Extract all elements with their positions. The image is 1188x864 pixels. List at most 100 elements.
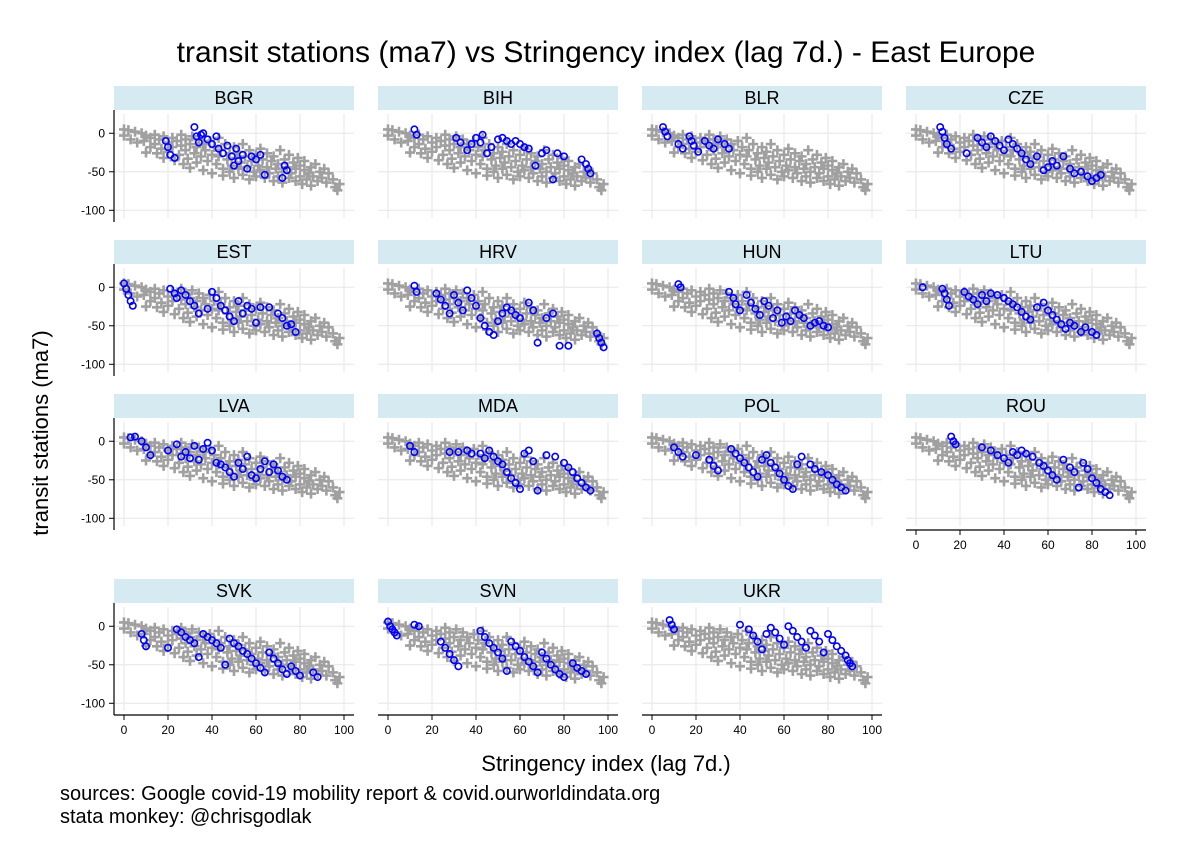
country-point <box>548 175 557 184</box>
country-point <box>947 144 956 153</box>
country-point <box>194 309 203 318</box>
background-point <box>658 280 668 291</box>
background-point <box>950 285 961 296</box>
background-point <box>1126 487 1137 498</box>
background-point <box>805 485 816 496</box>
background-point <box>405 455 415 466</box>
country-point <box>256 464 265 473</box>
country-point <box>502 468 511 477</box>
country-point <box>208 140 217 149</box>
background-point <box>541 331 552 342</box>
background-point <box>396 445 407 456</box>
background-point <box>218 170 228 181</box>
background-point <box>911 284 921 295</box>
country-point <box>705 455 714 464</box>
background-point <box>1084 306 1095 317</box>
country-point <box>463 146 472 155</box>
footnote-author: stata monkey: @chrisgodlak <box>60 806 313 828</box>
background-point <box>765 323 776 334</box>
background-point <box>178 652 189 663</box>
background-point <box>211 313 222 324</box>
background-point <box>515 171 525 182</box>
country-point <box>819 648 828 657</box>
background-point <box>169 648 180 659</box>
background-point <box>198 165 209 176</box>
background-point <box>1124 339 1135 350</box>
background-point <box>977 470 987 481</box>
background-point <box>1010 324 1020 335</box>
background-point <box>501 293 512 304</box>
background-point <box>820 152 831 163</box>
background-point <box>332 339 343 350</box>
background-point <box>510 155 521 166</box>
country-point <box>993 290 1002 299</box>
y-tick-label: 0 <box>98 434 105 448</box>
background-point <box>383 438 393 449</box>
background-point <box>229 480 239 491</box>
background-point <box>211 159 222 170</box>
country-point <box>489 452 498 461</box>
country-point <box>520 653 529 662</box>
background-point <box>471 149 481 160</box>
background-point <box>999 168 1009 179</box>
country-point <box>476 449 485 458</box>
background-point <box>464 638 475 649</box>
background-point <box>647 623 657 634</box>
country-point <box>1059 455 1068 464</box>
background-point <box>174 303 184 314</box>
background-point <box>961 309 972 320</box>
background-point <box>449 447 459 458</box>
background-point <box>765 477 776 488</box>
background-point <box>724 644 734 655</box>
background-point <box>915 125 926 136</box>
background-point <box>506 316 517 327</box>
background-point <box>761 317 772 328</box>
country-point <box>515 314 524 323</box>
background-point <box>748 447 759 458</box>
background-point <box>515 325 525 336</box>
background-point <box>202 648 213 659</box>
background-point <box>158 439 169 450</box>
country-point <box>942 140 951 149</box>
country-point <box>480 633 489 642</box>
country-point <box>212 294 221 303</box>
background-point <box>706 159 717 170</box>
background-point <box>849 670 860 681</box>
background-point <box>321 177 332 188</box>
background-point <box>730 309 741 320</box>
country-point <box>1044 466 1053 475</box>
background-point <box>862 179 873 190</box>
facet-strip <box>642 86 882 110</box>
background-point <box>735 457 745 468</box>
background-point <box>125 134 136 145</box>
country-point <box>1096 170 1105 179</box>
background-point <box>596 493 607 504</box>
country-point <box>1088 474 1097 483</box>
background-point <box>1005 151 1016 162</box>
footnote-sources: sources: Google covid-19 mobility report… <box>60 783 660 805</box>
background-point <box>198 139 209 150</box>
background-point <box>752 456 763 467</box>
country-point <box>476 314 485 323</box>
background-point <box>545 162 556 173</box>
background-point <box>255 165 266 176</box>
background-point <box>713 293 723 304</box>
country-point <box>480 321 489 330</box>
background-point <box>988 151 998 162</box>
country-point <box>520 143 529 152</box>
background-point <box>772 174 783 185</box>
background-point <box>501 632 512 643</box>
country-point <box>577 155 586 164</box>
background-point <box>501 323 512 334</box>
background-point <box>1054 456 1064 467</box>
background-point <box>1027 465 1038 476</box>
background-point <box>950 131 961 142</box>
y-tick-label: 0 <box>98 280 105 294</box>
background-point <box>792 168 803 179</box>
background-point <box>292 306 303 317</box>
country-point <box>485 639 494 648</box>
background-point <box>757 480 767 491</box>
background-point <box>735 661 745 672</box>
background-point <box>741 440 752 451</box>
background-point <box>851 661 862 672</box>
